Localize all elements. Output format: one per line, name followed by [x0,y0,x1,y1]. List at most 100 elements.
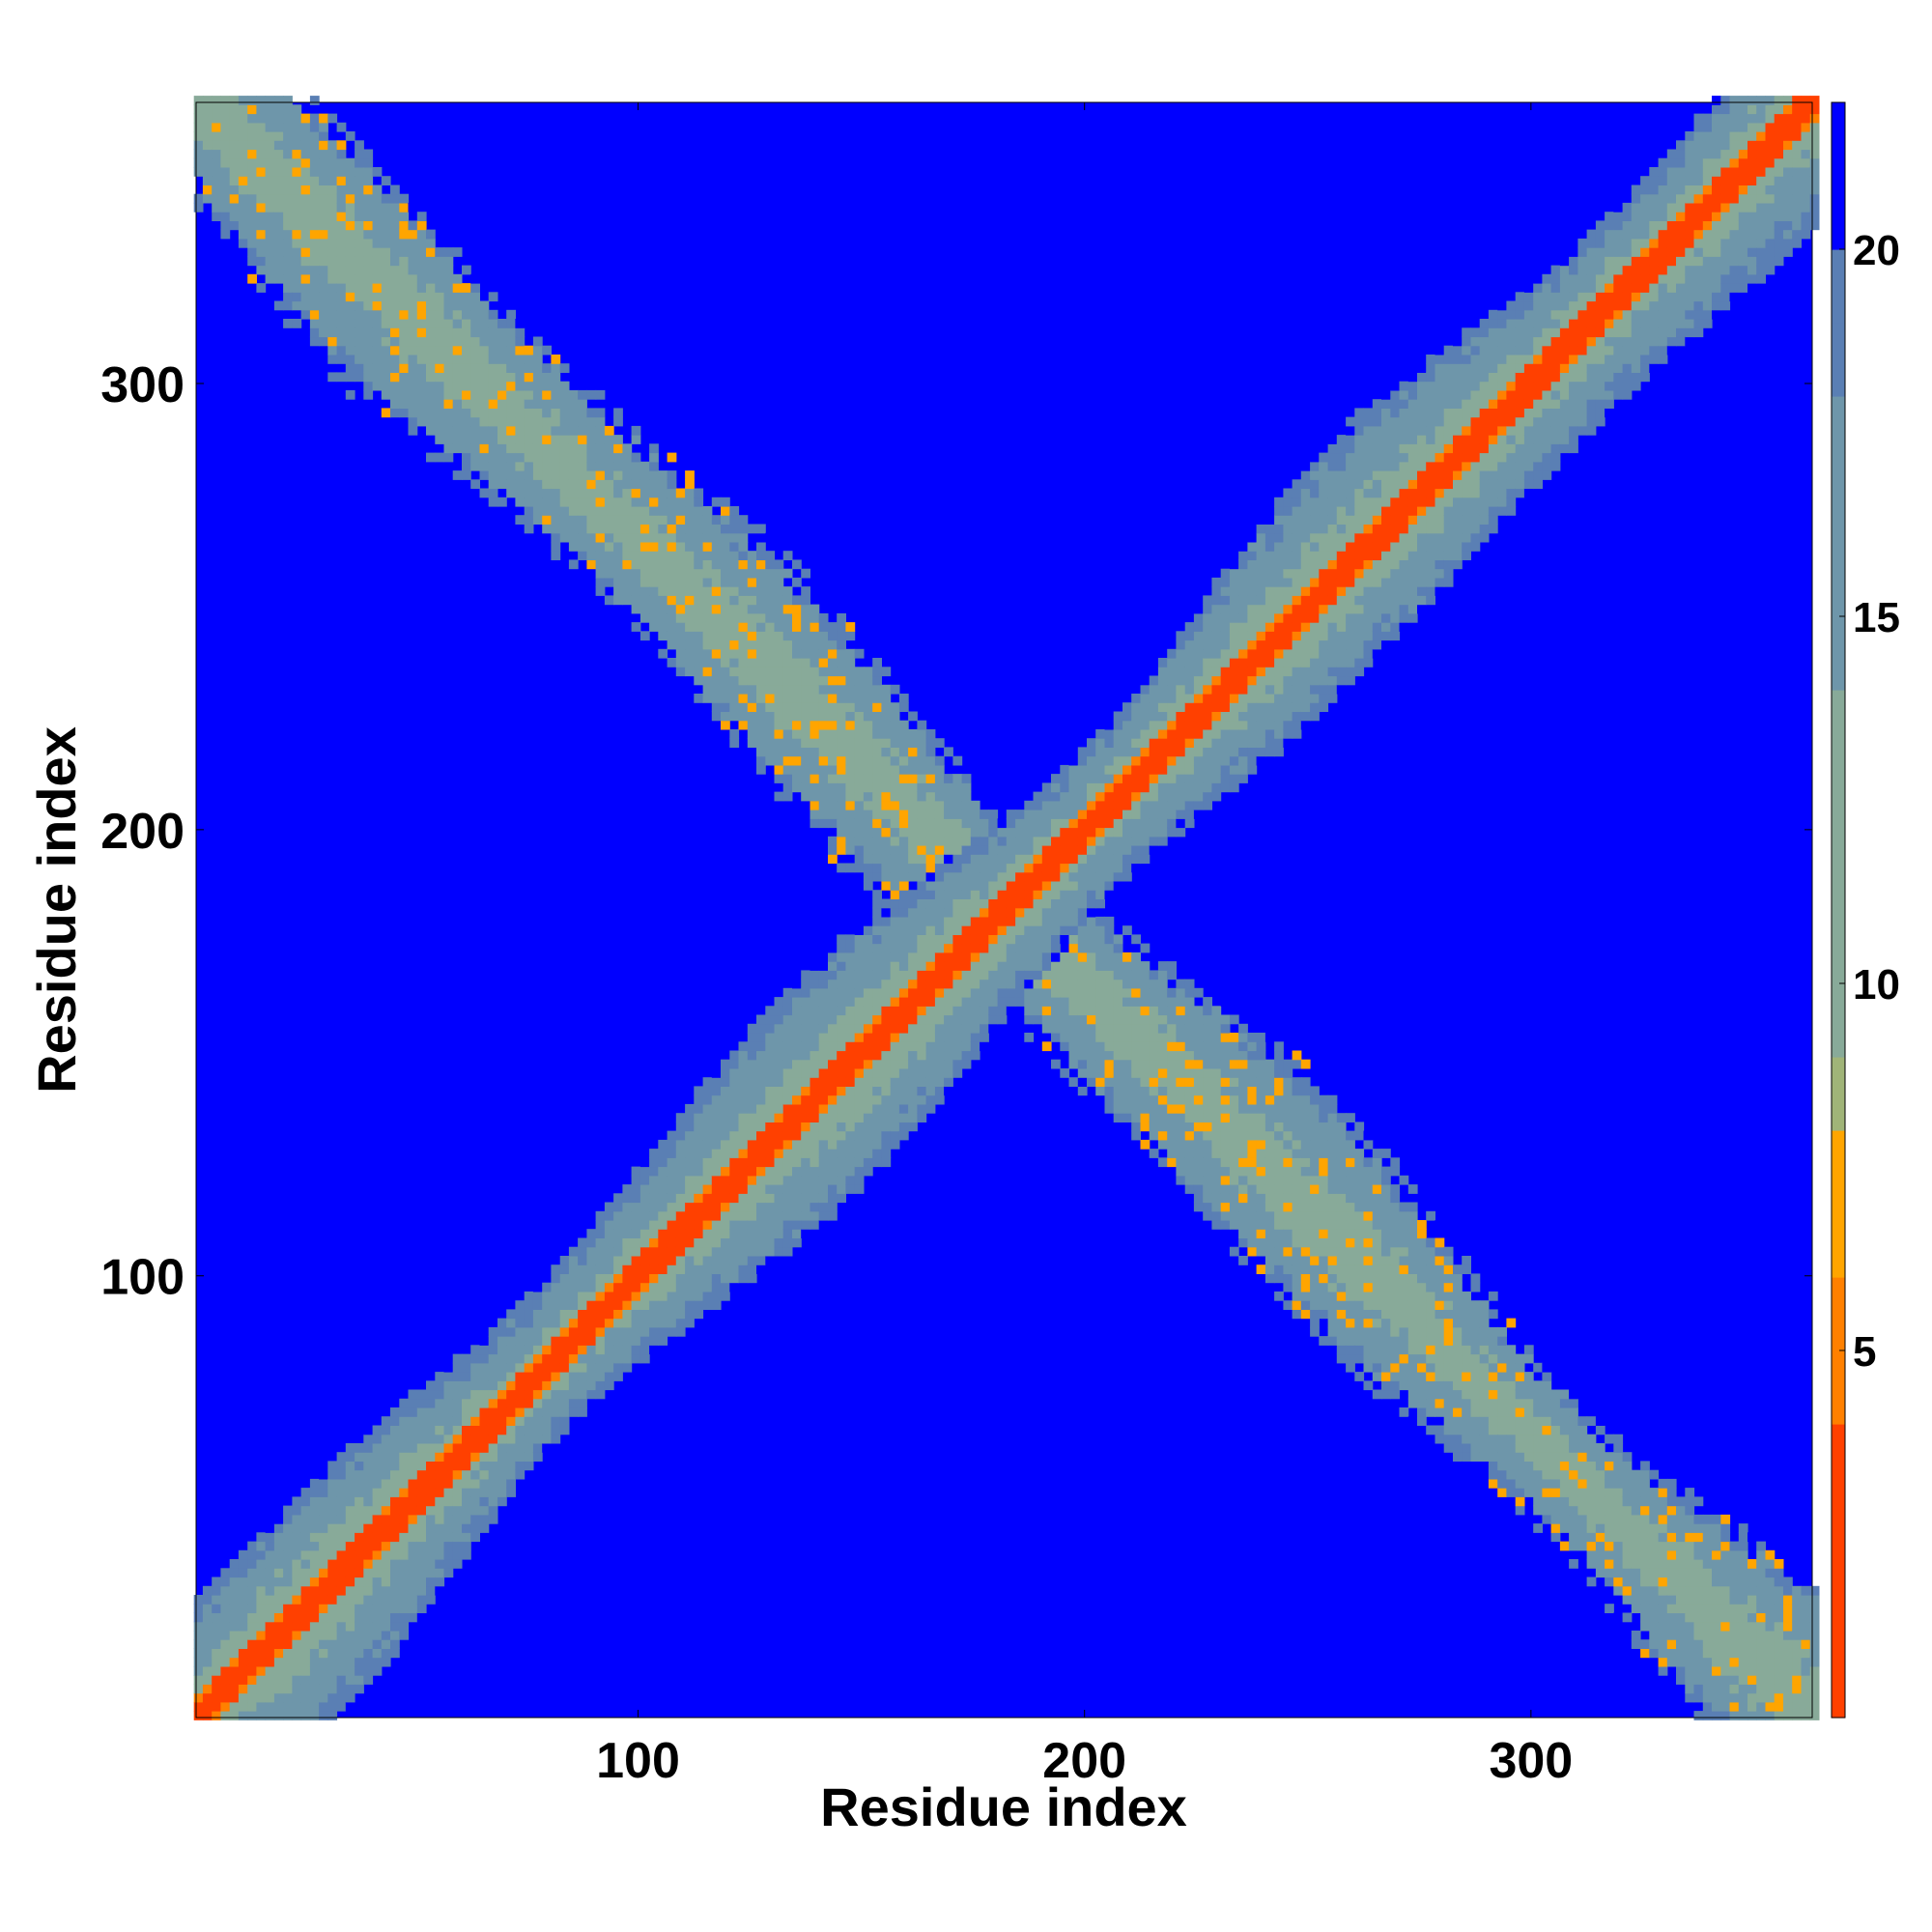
heatmap-cell [595,1282,606,1293]
heatmap-cell [702,1175,713,1185]
heatmap-cell [1104,854,1115,865]
heatmap-cell [470,1380,480,1391]
heatmap-cell [238,167,248,177]
heatmap-cell [818,1077,829,1087]
heatmap-cell [702,1282,713,1293]
heatmap-cell [756,604,766,614]
heatmap-cell [961,827,972,838]
heatmap-cell [568,452,579,463]
heatmap-cell [586,524,597,534]
heatmap-cell [247,1585,257,1596]
heatmap-cell [1149,675,1159,686]
heatmap-cell [390,345,400,355]
heatmap-cell [721,515,730,525]
heatmap-cell [1051,782,1061,793]
heatmap-cell [898,890,909,899]
heatmap-cell [1140,818,1151,829]
heatmap-cell [1087,1023,1096,1034]
heatmap-cell [238,1711,248,1720]
heatmap-cell [961,1006,972,1016]
heatmap-cell [300,273,311,284]
heatmap-cell [309,1523,320,1533]
heatmap-cell [747,1023,757,1034]
heatmap-cell [711,586,722,596]
heatmap-cell [273,1675,284,1685]
heatmap-cell [792,755,802,766]
heatmap-cell [372,1577,383,1587]
heatmap-cell [292,283,302,293]
heatmap-cell [782,658,793,668]
heatmap-cell [828,728,838,739]
heatmap-cell [462,461,471,471]
heatmap-cell [452,381,463,391]
heatmap-cell [319,212,328,221]
heatmap-cell [934,881,945,891]
heatmap-cell [818,694,829,703]
heatmap-cell [801,987,810,998]
heatmap-cell [363,1434,374,1444]
heatmap-cell [586,1256,597,1265]
heatmap-cell [765,1166,776,1177]
heatmap-cell [551,1336,561,1346]
heatmap-cell [416,1559,427,1569]
heatmap-cell [649,1282,659,1293]
heatmap-cell [381,309,391,320]
heatmap-cell [470,1389,480,1400]
heatmap-cell [273,1684,284,1694]
heatmap-cell [1087,1050,1096,1061]
heatmap-cell [845,1059,856,1069]
heatmap-cell [721,702,730,712]
heatmap-cell [1184,997,1195,1007]
heatmap-cell [479,1362,490,1373]
heatmap-cell [639,1273,650,1284]
heatmap-cell [952,943,963,953]
heatmap-cell [898,1094,909,1105]
heatmap-cell [721,595,730,606]
heatmap-cell [336,1461,347,1471]
heatmap-cell [818,622,829,632]
heatmap-cell [381,247,391,257]
heatmap-cell [631,595,641,606]
heatmap-cell [1087,907,1096,918]
heatmap-cell [774,1006,784,1016]
heatmap-cell [247,256,257,267]
heatmap-cell [470,1434,480,1444]
heatmap-cell [265,1523,275,1533]
heatmap-cell [292,167,302,177]
heatmap-cell [479,336,490,347]
heatmap-cell [649,1220,659,1230]
heatmap-cell [685,658,695,668]
heatmap-cell [1184,1059,1195,1069]
heatmap-cell [1024,979,1035,989]
heatmap-cell [345,1684,355,1694]
heatmap-cell [1068,782,1079,793]
heatmap-cell [399,283,410,293]
heatmap-cell [988,925,999,935]
heatmap-cell [1033,987,1043,998]
heatmap-cell [497,1336,507,1346]
heatmap-cell [578,497,587,507]
heatmap-cell [1176,1166,1186,1177]
heatmap-cell [1193,987,1204,998]
heatmap-cell [372,1488,383,1497]
heatmap-cell [944,871,953,882]
heatmap-cell [595,443,606,454]
heatmap-cell [1051,961,1061,971]
heatmap-cell [837,612,846,623]
heatmap-cell [479,1425,490,1435]
heatmap-cell [1077,1014,1088,1025]
heatmap-cell [801,1220,810,1230]
heatmap-cell [711,577,722,587]
heatmap-cell [890,711,900,722]
heatmap-cell [345,1657,355,1667]
heatmap-cell [711,1157,722,1168]
heatmap-cell [551,1300,561,1310]
heatmap-cell [488,408,498,418]
heatmap-cell [702,595,713,606]
heatmap-cell [649,524,659,534]
heatmap-cell [997,890,1008,899]
heatmap-cell [997,881,1008,891]
heatmap-cell [711,1237,722,1248]
heatmap-cell [934,1059,945,1069]
heatmap-cell [345,212,355,221]
